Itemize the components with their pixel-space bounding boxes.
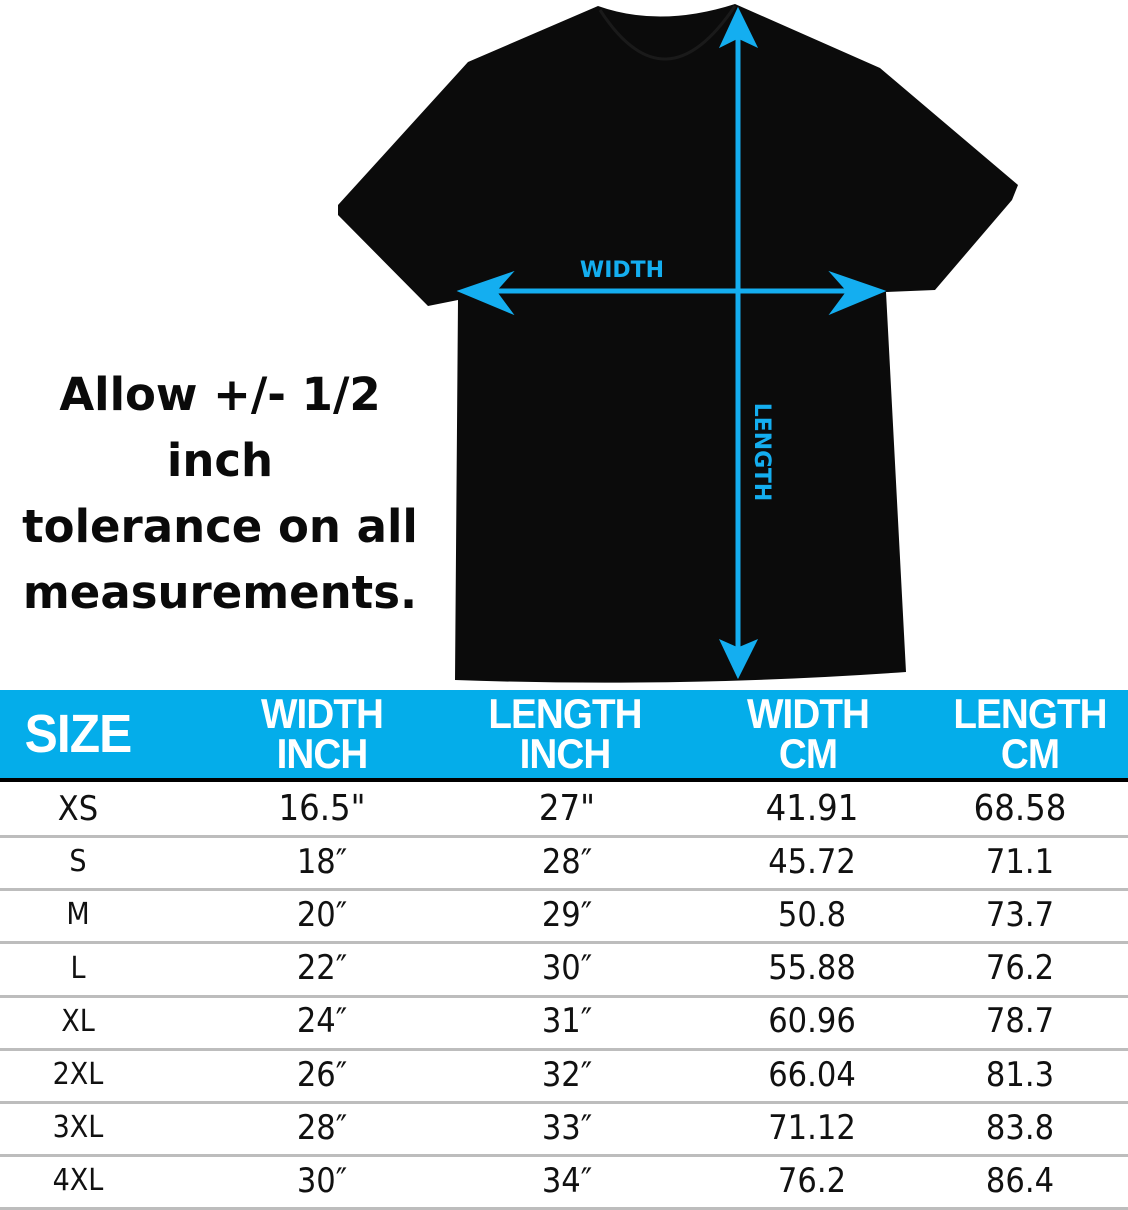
header-width-inch: WIDTH INCH (239, 690, 405, 778)
cell-width-cm: 45.72 (768, 841, 856, 882)
cell-size: M (66, 897, 90, 933)
cell-width-inch: 16.5" (278, 788, 366, 829)
tolerance-line: measurements. (22, 566, 418, 619)
width-label: WIDTH (580, 258, 664, 283)
cell-width-cm: 41.91 (765, 788, 859, 829)
tolerance-note: Allow +/- 1/2 inch tolerance on all meas… (0, 362, 440, 626)
cell-length-inch: 31″ (541, 1001, 593, 1042)
cell-length-cm: 68.58 (973, 788, 1067, 829)
header-text: CM (1000, 730, 1060, 777)
cell-width-cm: 60.96 (768, 1001, 856, 1042)
cell-width-cm: 50.8 (777, 894, 847, 935)
table-row: 3XL 28″ 33″ 71.12 83.8 (0, 1101, 1128, 1158)
cell-length-inch: 29″ (541, 894, 593, 935)
cell-length-inch: 30″ (541, 948, 593, 989)
cell-size: S (69, 844, 87, 880)
width-arrow (456, 270, 887, 316)
cell-width-inch: 28″ (296, 1107, 348, 1148)
tolerance-line: Allow +/- 1/2 inch (59, 368, 381, 487)
table-row: 2XL 26″ 32″ 66.04 81.3 (0, 1048, 1128, 1104)
cell-width-cm: 71.12 (768, 1107, 856, 1148)
cell-length-inch: 27" (538, 788, 596, 829)
table-row: XL 24″ 31″ 60.96 78.7 (0, 995, 1128, 1051)
cell-length-cm: 78.7 (985, 1001, 1055, 1042)
cell-size: 4XL (52, 1163, 104, 1199)
cell-length-cm: 73.7 (985, 894, 1055, 935)
tshirt-diagram: WIDTH LENGTH (338, 4, 1018, 683)
cell-length-inch: 28″ (541, 841, 593, 882)
table-row: M 20″ 29″ 50.8 73.7 (0, 888, 1128, 945)
cell-length-inch: 34″ (541, 1160, 593, 1201)
table-row: 4XL 30″ 34″ 76.2 86.4 (0, 1154, 1128, 1210)
cell-size: 3XL (52, 1110, 104, 1146)
cell-size: 2XL (52, 1057, 104, 1092)
header-size: SIZE (6, 690, 150, 778)
cell-width-cm: 66.04 (768, 1054, 856, 1095)
tolerance-line: tolerance on all (22, 500, 418, 553)
header-length-inch: LENGTH INCH (478, 690, 653, 778)
header-text: CM (778, 730, 838, 777)
cell-width-inch: 18″ (296, 841, 348, 882)
cell-width-cm: 76.2 (777, 1160, 847, 1201)
cell-length-inch: 33″ (541, 1107, 593, 1148)
cell-length-cm: 86.4 (985, 1160, 1055, 1201)
header-text: SIZE (24, 704, 133, 764)
header-text: LENGTH (488, 690, 642, 737)
header-text: INCH (276, 730, 369, 777)
header-text: LENGTH (953, 690, 1107, 737)
cell-length-cm: 71.1 (985, 841, 1055, 882)
cell-length-cm: 76.2 (985, 948, 1055, 989)
cell-width-inch: 20″ (296, 894, 348, 935)
cell-width-inch: 30″ (296, 1160, 348, 1201)
cell-length-cm: 81.3 (985, 1054, 1055, 1095)
header-text: WIDTH (746, 690, 870, 737)
length-arrow (718, 6, 759, 680)
cell-length-inch: 32″ (541, 1054, 593, 1095)
cell-width-inch: 26″ (296, 1054, 348, 1095)
table-row: XS 16.5" 27" 41.91 68.58 (0, 782, 1128, 838)
cell-width-cm: 55.88 (768, 948, 856, 989)
cell-width-inch: 22″ (296, 948, 348, 989)
table-row: L 22″ 30″ 55.88 76.2 (0, 942, 1128, 998)
cell-length-cm: 83.8 (985, 1107, 1055, 1148)
cell-size: XS (57, 788, 99, 829)
header-text: INCH (519, 730, 612, 777)
header-length-cm: LENGTH CM (943, 690, 1118, 778)
size-table-header: SIZE WIDTH INCH LENGTH INCH WIDTH CM LENGTH… (0, 690, 1128, 782)
length-label: LENGTH (749, 403, 774, 502)
tshirt-image (338, 4, 1018, 683)
cell-size: L (70, 950, 86, 986)
cell-size: XL (61, 1003, 95, 1039)
header-width-cm: WIDTH CM (725, 690, 891, 778)
table-row: S 18″ 28″ 45.72 71.1 (0, 835, 1128, 892)
cell-width-inch: 24″ (296, 1001, 348, 1042)
header-text: WIDTH (260, 690, 384, 737)
